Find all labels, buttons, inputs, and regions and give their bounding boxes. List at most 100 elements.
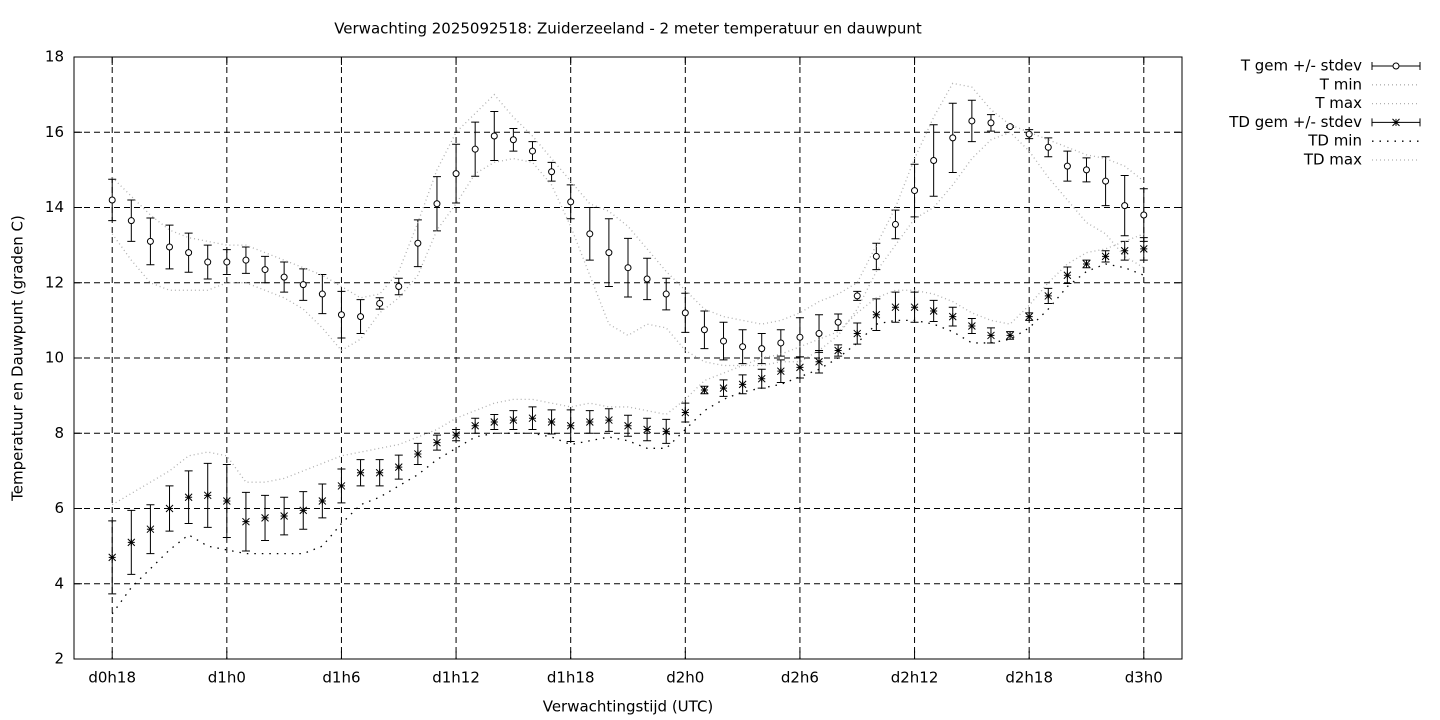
point — [853, 292, 861, 300]
point — [146, 237, 154, 245]
point — [624, 421, 632, 430]
y-axis-label: Temperatuur en Dauwpunt (graden C) — [9, 215, 27, 502]
point — [108, 196, 116, 204]
point — [738, 380, 747, 389]
point — [605, 249, 613, 257]
point — [509, 136, 517, 144]
point — [376, 299, 384, 307]
point — [930, 156, 938, 164]
point — [414, 239, 422, 247]
y-tick-label: 16 — [45, 123, 64, 141]
point — [796, 333, 804, 341]
point — [166, 243, 174, 251]
x-tick-label: d1h0 — [208, 669, 246, 687]
point — [548, 168, 556, 176]
legend-label: T max — [1314, 94, 1362, 112]
point — [375, 468, 384, 477]
series-line — [111, 82, 1145, 325]
point — [643, 275, 651, 283]
point — [452, 431, 460, 439]
point — [318, 497, 327, 505]
point — [356, 468, 365, 477]
point — [719, 384, 728, 392]
point — [853, 329, 862, 338]
x-tick-label: d1h6 — [322, 669, 360, 687]
point — [815, 330, 823, 338]
point — [146, 525, 155, 534]
point — [528, 414, 537, 423]
point — [471, 145, 479, 153]
point — [337, 482, 346, 490]
point — [1044, 143, 1052, 151]
point — [891, 220, 899, 228]
point — [299, 506, 308, 515]
point — [471, 421, 480, 430]
x-tick-label: d2h18 — [1005, 669, 1053, 687]
point — [242, 256, 250, 264]
point — [222, 497, 231, 505]
point — [261, 266, 269, 274]
point — [1063, 271, 1072, 280]
point — [414, 450, 422, 458]
point — [700, 326, 708, 334]
point — [929, 307, 938, 315]
x-tick-label: d2h12 — [891, 669, 939, 687]
point — [1139, 245, 1148, 253]
y-tick-label: 18 — [45, 48, 64, 66]
point — [739, 343, 747, 351]
point — [1025, 312, 1034, 321]
point — [834, 318, 842, 326]
point — [280, 512, 288, 520]
y-tick-label: 2 — [54, 650, 64, 668]
x-tick-label: d2h6 — [781, 669, 819, 687]
legend-label: TD max — [1303, 151, 1362, 169]
point — [184, 493, 193, 502]
point — [242, 517, 250, 526]
point — [872, 252, 880, 260]
y-tick-label: 4 — [54, 574, 64, 592]
y-tick-label: 14 — [45, 198, 64, 216]
point — [395, 283, 403, 291]
point — [299, 281, 307, 289]
point — [1082, 260, 1091, 268]
legend-label: T min — [1319, 75, 1362, 93]
x-tick-label: d1h12 — [432, 669, 480, 687]
point — [394, 463, 403, 471]
point — [1044, 292, 1053, 300]
point — [528, 147, 536, 155]
legend-marker — [1392, 118, 1400, 127]
point — [1082, 166, 1090, 174]
point — [777, 339, 785, 347]
point — [127, 538, 136, 547]
point — [662, 290, 670, 298]
point — [700, 386, 709, 394]
point — [948, 312, 957, 321]
y-tick-label: 8 — [54, 424, 64, 442]
point — [585, 418, 594, 426]
point — [490, 132, 498, 140]
chart-title: Verwachting 2025092518: Zuiderzeeland - … — [334, 20, 922, 38]
x-axis-label: Verwachtingstijd (UTC) — [543, 698, 714, 716]
point — [910, 303, 919, 312]
point — [108, 553, 117, 562]
point — [757, 374, 766, 383]
point — [815, 357, 823, 366]
point — [337, 311, 345, 319]
point — [605, 416, 613, 424]
point — [586, 230, 594, 238]
point — [509, 416, 518, 424]
point — [1006, 123, 1014, 131]
x-tick-label: d3h0 — [1125, 669, 1163, 687]
point — [1140, 211, 1148, 219]
legend-label: T gem +/- stdev — [1240, 57, 1362, 75]
point — [968, 322, 976, 330]
x-tick-label: d1h18 — [547, 669, 595, 687]
point — [318, 290, 326, 298]
point — [1102, 177, 1110, 185]
point — [662, 427, 671, 436]
point — [987, 331, 995, 340]
point — [567, 198, 575, 206]
point — [1120, 246, 1129, 255]
x-tick-label: d2h0 — [666, 669, 704, 687]
